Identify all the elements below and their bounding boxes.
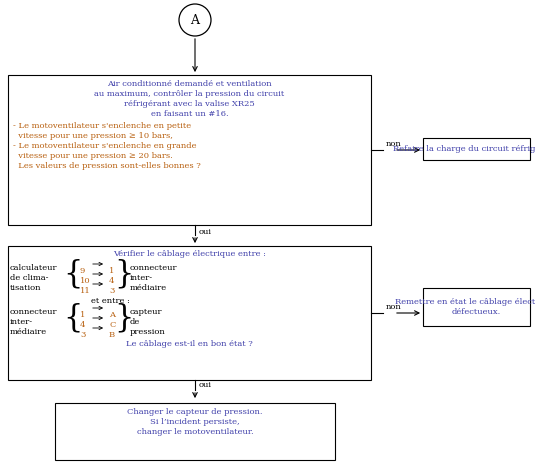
Text: 4: 4	[80, 321, 86, 329]
Text: }: }	[114, 258, 134, 290]
Text: médiaire: médiaire	[130, 284, 167, 292]
Text: non: non	[386, 303, 402, 311]
Text: 3: 3	[80, 331, 86, 339]
Text: de clima-: de clima-	[10, 274, 49, 282]
Text: A: A	[190, 14, 200, 27]
Text: 1: 1	[109, 267, 114, 275]
Text: Les valeurs de pression sont-elles bonnes ?: Les valeurs de pression sont-elles bonne…	[13, 162, 201, 170]
Text: en faisant un #16.: en faisant un #16.	[151, 110, 228, 118]
Text: inter-: inter-	[130, 274, 153, 282]
Text: tisation: tisation	[10, 284, 42, 292]
Text: 10: 10	[80, 277, 90, 285]
Text: de: de	[130, 318, 140, 326]
Text: connecteur: connecteur	[130, 264, 178, 272]
Bar	[8, 246, 371, 380]
Text: non: non	[386, 140, 402, 148]
Text: changer le motoventilateur.: changer le motoventilateur.	[136, 428, 253, 436]
Text: vitesse pour une pression ≥ 20 bars.: vitesse pour une pression ≥ 20 bars.	[13, 152, 173, 160]
Bar	[423, 138, 530, 160]
Text: pression: pression	[130, 328, 166, 336]
Text: Vérifier le câblage électrique entre :: Vérifier le câblage électrique entre :	[113, 250, 266, 258]
Text: oui: oui	[199, 228, 212, 236]
Text: {: {	[63, 302, 83, 334]
Text: réfrigérant avec la valise XR25: réfrigérant avec la valise XR25	[124, 100, 255, 108]
Text: {: {	[63, 258, 83, 290]
Text: vitesse pour une pression ≥ 10 bars,: vitesse pour une pression ≥ 10 bars,	[13, 132, 173, 140]
Text: et entre :: et entre :	[90, 297, 129, 305]
Bar	[423, 288, 530, 326]
Text: 1: 1	[80, 311, 86, 319]
Text: A: A	[109, 311, 115, 319]
Text: Air conditionné demandé et ventilation: Air conditionné demandé et ventilation	[107, 80, 272, 88]
Text: - Le motoventilateur s'enclenche en petite: - Le motoventilateur s'enclenche en peti…	[13, 122, 191, 130]
Text: médiaire: médiaire	[10, 328, 47, 336]
Text: Remettre en état le câblage électrique
défectueux.: Remettre en état le câblage électrique d…	[395, 299, 535, 315]
Text: Refaire la charge du circuit réfrigérant.: Refaire la charge du circuit réfrigérant…	[393, 145, 535, 153]
Text: Le câblage est-il en bon état ?: Le câblage est-il en bon état ?	[126, 340, 253, 348]
Text: calculateur: calculateur	[10, 264, 57, 272]
Text: connecteur: connecteur	[10, 308, 57, 316]
Text: 4: 4	[109, 277, 114, 285]
Text: oui: oui	[199, 381, 212, 389]
Text: 3: 3	[109, 287, 114, 295]
Text: capteur: capteur	[130, 308, 163, 316]
Text: Si l’incident persiste,: Si l’incident persiste,	[150, 418, 240, 426]
Text: }: }	[114, 302, 134, 334]
Bar	[8, 75, 371, 225]
Text: - Le motoventilateur s'enclenche en grande: - Le motoventilateur s'enclenche en gran…	[13, 142, 196, 150]
Text: C: C	[109, 321, 116, 329]
Text: au maximum, contrôler la pression du circuit: au maximum, contrôler la pression du cir…	[94, 90, 285, 98]
Text: 11: 11	[80, 287, 91, 295]
Text: Changer le capteur de pression.: Changer le capteur de pression.	[127, 408, 263, 416]
Bar	[55, 403, 335, 460]
Text: 9: 9	[80, 267, 86, 275]
Text: B: B	[109, 331, 115, 339]
Text: inter-: inter-	[10, 318, 33, 326]
